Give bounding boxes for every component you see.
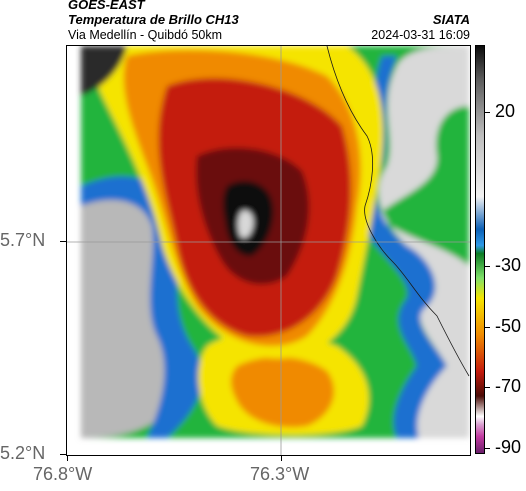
lon-label-76.8: 76.8°W	[33, 464, 93, 484]
colorbar-label-minus30: -30	[495, 255, 522, 275]
cb-tick-20	[485, 112, 490, 113]
colorbar-label-minus90: -90	[495, 437, 522, 457]
satellite-title: GOES-EAST	[68, 0, 145, 12]
lat-label-5.2: 5.2°N	[0, 443, 46, 463]
source-label: SIATA	[432, 12, 470, 27]
colorbar-label-minus70: -70	[495, 376, 522, 396]
cloud-black-north	[81, 46, 127, 96]
location-label: Via Medellín - Quibdó 50km	[68, 28, 223, 42]
cloud-orange-south	[231, 356, 335, 428]
cloud-blue-right	[362, 56, 447, 438]
colorbar-label-minus50: -50	[495, 316, 522, 336]
product-title: Temperatura de Brillo CH13	[68, 12, 239, 27]
tick-lat-5.2	[60, 454, 66, 455]
coastline	[326, 46, 470, 377]
timestamp-label: 2024-03-31 16:09	[371, 28, 470, 42]
brightness-temperature-map	[67, 46, 470, 455]
cb-tick-minus50	[485, 327, 490, 328]
colorbar-label-20: 20	[495, 101, 516, 121]
cloud-core-white	[237, 210, 254, 238]
lat-label-5.7: 5.7°N	[0, 230, 46, 250]
tick-lon-76.3	[281, 455, 282, 461]
tick-lon-76.8	[67, 455, 68, 461]
cb-tick-minus90	[485, 448, 490, 449]
colorbar	[475, 45, 485, 454]
cb-tick-minus70	[485, 387, 490, 388]
map-panel[interactable]	[66, 45, 471, 456]
lon-label-76.3: 76.3°W	[250, 464, 310, 484]
cb-tick-minus30	[485, 266, 490, 267]
tick-lat-5.7	[60, 241, 66, 242]
